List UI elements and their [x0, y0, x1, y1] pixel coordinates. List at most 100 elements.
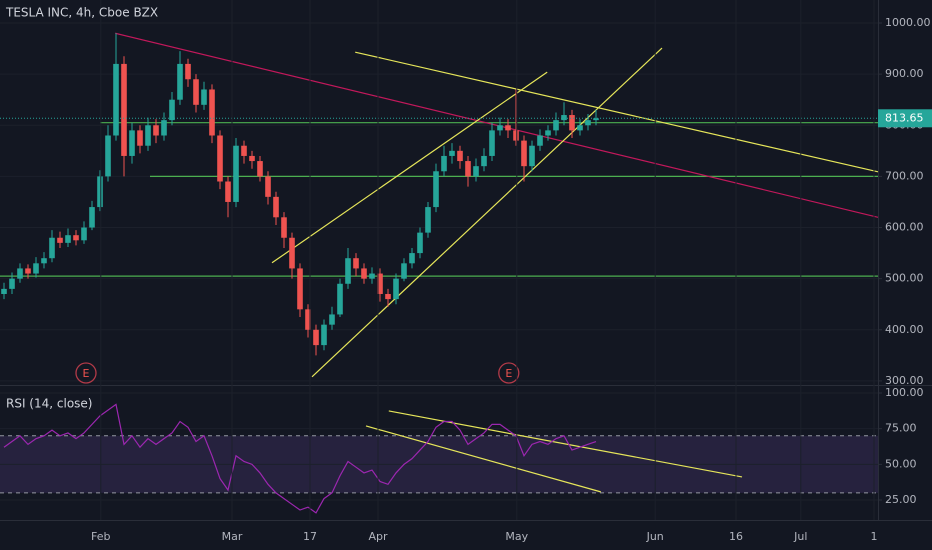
- last-price-box: [878, 109, 932, 128]
- candle-body: [1, 288, 7, 294]
- candle-body: [233, 145, 239, 202]
- candle-body: [25, 268, 31, 274]
- candle-body: [17, 268, 23, 279]
- candle-body: [465, 161, 471, 177]
- trend-line: [271, 71, 548, 264]
- candle-body: [361, 268, 367, 279]
- last-price-label: 813.65: [885, 111, 924, 124]
- candle-body: [449, 150, 455, 156]
- x-tick-label: May: [505, 530, 528, 543]
- candle-body: [425, 207, 431, 233]
- y-tick-label: 75.00: [885, 422, 917, 435]
- candle-body: [433, 171, 439, 208]
- trend-line: [355, 51, 879, 173]
- candle-body: [441, 155, 447, 172]
- candle-body: [409, 253, 415, 264]
- candle-body: [401, 263, 407, 279]
- candle-body: [153, 125, 159, 136]
- y-tick-label: 100.00: [885, 386, 924, 399]
- candle-body: [265, 176, 271, 197]
- candle-body: [97, 176, 103, 208]
- y-tick-label: 300.00: [885, 374, 924, 387]
- candle-body: [49, 237, 55, 259]
- y-tick-label: 25.00: [885, 493, 917, 506]
- event-label: E: [83, 367, 90, 380]
- candle-body: [481, 155, 487, 167]
- y-tick-label: 500.00: [885, 272, 924, 285]
- candle-body: [457, 150, 463, 162]
- x-tick-label: Jun: [646, 530, 664, 543]
- x-tick-label: 1: [871, 530, 878, 543]
- candle-body: [553, 120, 559, 131]
- candle-body: [201, 89, 207, 105]
- trend-line: [115, 32, 879, 218]
- candle-body: [73, 235, 79, 241]
- candle-body: [529, 145, 535, 167]
- y-tick-label: 600.00: [885, 221, 924, 234]
- y-tick-label: 900.00: [885, 67, 924, 80]
- candle-body: [161, 120, 167, 136]
- y-tick-label: 700.00: [885, 169, 924, 182]
- candle-body: [521, 140, 527, 167]
- candle-body: [377, 273, 383, 294]
- candle-body: [545, 130, 551, 136]
- candle-body: [169, 99, 175, 121]
- candle-body: [585, 120, 591, 126]
- candle-body: [417, 232, 423, 254]
- rsi-title: RSI (14, close): [6, 397, 92, 411]
- candle-body: [113, 63, 119, 136]
- candle-body: [129, 130, 135, 156]
- event-label: E: [505, 367, 512, 380]
- candle-body: [249, 155, 255, 162]
- x-tick-label: 16: [729, 530, 743, 543]
- y-tick-label: 50.00: [885, 457, 917, 470]
- candle-body: [281, 217, 287, 238]
- candle-body: [489, 130, 495, 156]
- candle-body: [241, 145, 247, 156]
- candle-body: [177, 63, 183, 100]
- candle-body: [89, 207, 95, 228]
- candle-body: [593, 118, 599, 121]
- y-tick-label: 1000.00: [885, 16, 931, 29]
- candle-body: [313, 329, 319, 346]
- candle-body: [369, 273, 375, 279]
- candle-body: [561, 115, 567, 121]
- candle-body: [185, 63, 191, 80]
- candle-body: [305, 309, 311, 330]
- candle-body: [65, 235, 71, 243]
- candle-body: [329, 314, 335, 325]
- candle-body: [225, 181, 231, 202]
- rsi-line: [3, 403, 597, 514]
- chart-title: TESLA INC, 4h, Cboe BZX: [5, 6, 158, 20]
- candle-body: [257, 161, 263, 177]
- trend-line: [365, 425, 601, 493]
- candle-body: [297, 268, 303, 310]
- candle-body: [145, 125, 151, 146]
- candle-body: [137, 130, 143, 146]
- candle-body: [193, 79, 199, 105]
- candle-body: [385, 293, 391, 300]
- candle-body: [513, 130, 519, 141]
- y-tick-label: 400.00: [885, 323, 924, 336]
- event-marker: [75, 362, 97, 384]
- candle-body: [473, 166, 479, 177]
- x-tick-label: Mar: [222, 530, 243, 543]
- candle-body: [577, 125, 583, 131]
- candle-body: [273, 196, 279, 218]
- candle-body: [321, 324, 327, 346]
- candle-body: [393, 278, 399, 300]
- candle-body: [41, 258, 47, 264]
- trend-line: [311, 47, 663, 378]
- candle-body: [345, 258, 351, 284]
- candle-body: [217, 135, 223, 182]
- candle-body: [353, 258, 359, 269]
- candle-body: [537, 135, 543, 146]
- candle-body: [289, 237, 295, 269]
- candle-body: [105, 135, 111, 177]
- candle-body: [9, 278, 15, 289]
- candle-body: [33, 263, 39, 274]
- candle-body: [121, 63, 127, 156]
- candle-body: [81, 227, 87, 241]
